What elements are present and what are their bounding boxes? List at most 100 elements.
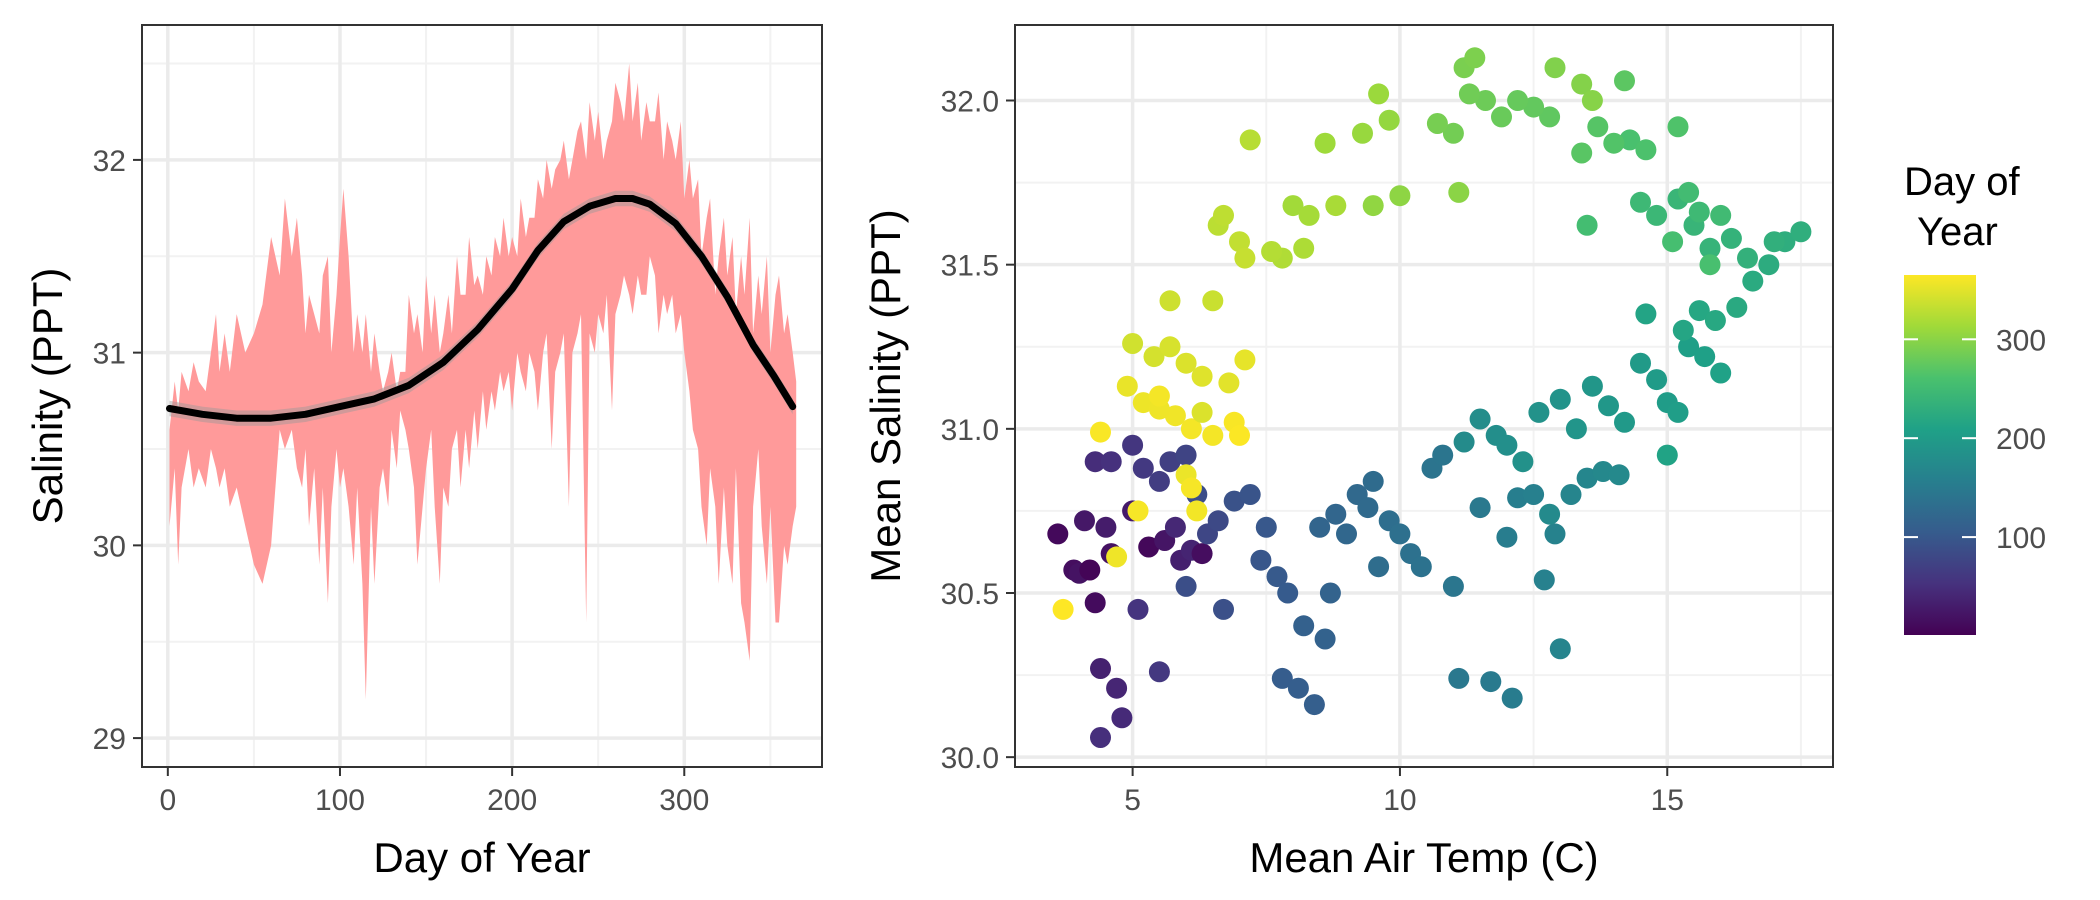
scatter-point [1539,106,1561,128]
scatter-point [1720,227,1742,249]
scatter-point [1688,300,1710,322]
scatter-point [1512,451,1534,473]
scatter-point [1448,667,1470,689]
scatter-point [1132,457,1154,479]
panel-a-x-tick-label: 300 [659,784,709,817]
scatter-point [1699,254,1721,276]
scatter-point [1475,90,1496,111]
scatter-point [1619,129,1641,151]
scatter-point [1790,221,1812,243]
scatter-point [1314,628,1336,650]
scatter-point [1688,201,1710,223]
scatter-point [1565,418,1587,440]
panel-b-x-axis-title: Mean Air Temp (C) [1249,834,1598,881]
scatter-point [1079,559,1101,581]
scatter-point [1571,142,1593,164]
scatter-point [1164,405,1186,427]
scatter-point [1148,661,1170,683]
scatter-point [1191,401,1213,423]
scatter-point [1539,503,1561,525]
scatter-point [1239,484,1261,505]
scatter-point [1175,575,1197,597]
scatter-point [1229,231,1250,253]
scatter-point [1047,523,1069,545]
scatter-point [1319,582,1341,604]
scatter-point [1293,615,1315,637]
scatter-point [1667,401,1689,423]
scatter-point [1426,113,1448,134]
scatter-point [1544,523,1566,545]
scatter-point [1507,487,1529,509]
scatter-point [1122,333,1144,354]
panel-b-y-tick-label: 30.0 [941,742,999,775]
scatter-point [1378,109,1400,131]
scatter-point [1229,424,1250,446]
scatter-point [1287,677,1309,699]
legend-title-line-2: Year [1917,210,1998,254]
panel-a-data [166,63,797,700]
scatter-point [1442,575,1464,597]
scatter-point [1704,310,1726,331]
scatter-point [1357,497,1379,519]
scatter-point [1122,434,1144,456]
scatter-point [1571,73,1593,95]
scatter-point [1469,497,1491,519]
scatter-point [1442,122,1464,144]
scatter-point [1581,90,1603,111]
scatter-point [1581,375,1603,397]
scatter-point [1544,57,1566,79]
scatter-point [1175,444,1197,466]
scatter-point [1336,523,1357,545]
scatter-point [1234,349,1256,371]
scatter-point [1261,241,1283,262]
panel-salinity-vs-temp: 5 10 15 30.0 30.5 31.0 31.5 32.0 Mean Air Temp … [862,24,1834,881]
scatter-point [1560,484,1582,505]
scatter-point [1186,500,1208,522]
scatter-point [1694,346,1716,368]
scatter-point [1138,536,1160,558]
scatter-point [1090,658,1111,679]
scatter-point [1710,362,1732,384]
scatter-point [1325,195,1347,217]
scatter-point [1549,388,1571,410]
scatter-point [1127,598,1149,620]
scatter-point [1282,195,1304,217]
panel-a-x-axis-title: Day of Year [373,834,590,881]
scatter-point [1090,421,1111,443]
scatter-point [1501,687,1523,709]
scatter-point [1496,434,1518,456]
scatter-point [1180,477,1202,499]
smooth-trend-line [166,195,797,422]
scatter-point [1303,694,1325,716]
panel-b-y-tick-label: 31.5 [941,250,999,283]
panel-a-x-tick-label: 0 [159,784,176,817]
legend-tick-label: 100 [1996,522,2046,555]
scatter-point [1635,139,1657,161]
scatter-point [1598,395,1619,417]
scatter-point [1667,116,1689,138]
scatter-point [1362,470,1384,492]
scatter-point [1758,254,1780,276]
panel-b-y-tick-label: 31.0 [941,414,999,447]
scatter-point [1763,231,1785,253]
panel-b-y-tick-label: 32.0 [941,86,999,119]
panel-a-y-tick-label: 32 [93,145,126,178]
scatter-point [1148,385,1170,407]
scatter-point [1213,598,1234,620]
legend-tick-label: 300 [1996,324,2046,357]
scatter-point [1646,204,1668,226]
scatter-point [1491,106,1512,128]
scatter-point [1678,181,1700,203]
scatter-point [1164,516,1186,538]
scatter-point [1587,116,1609,138]
scatter-point [1074,510,1095,532]
scatter-point [1603,132,1625,154]
panel-b-y-tick-label: 30.5 [941,578,999,611]
scatter-point [1389,185,1411,207]
scatter-point [1672,319,1694,341]
scatter-point [1710,204,1732,226]
scatter-point [1480,671,1502,693]
scatter-point [1678,336,1700,358]
scatter-point [1191,543,1213,565]
scatter-point [1314,132,1336,154]
